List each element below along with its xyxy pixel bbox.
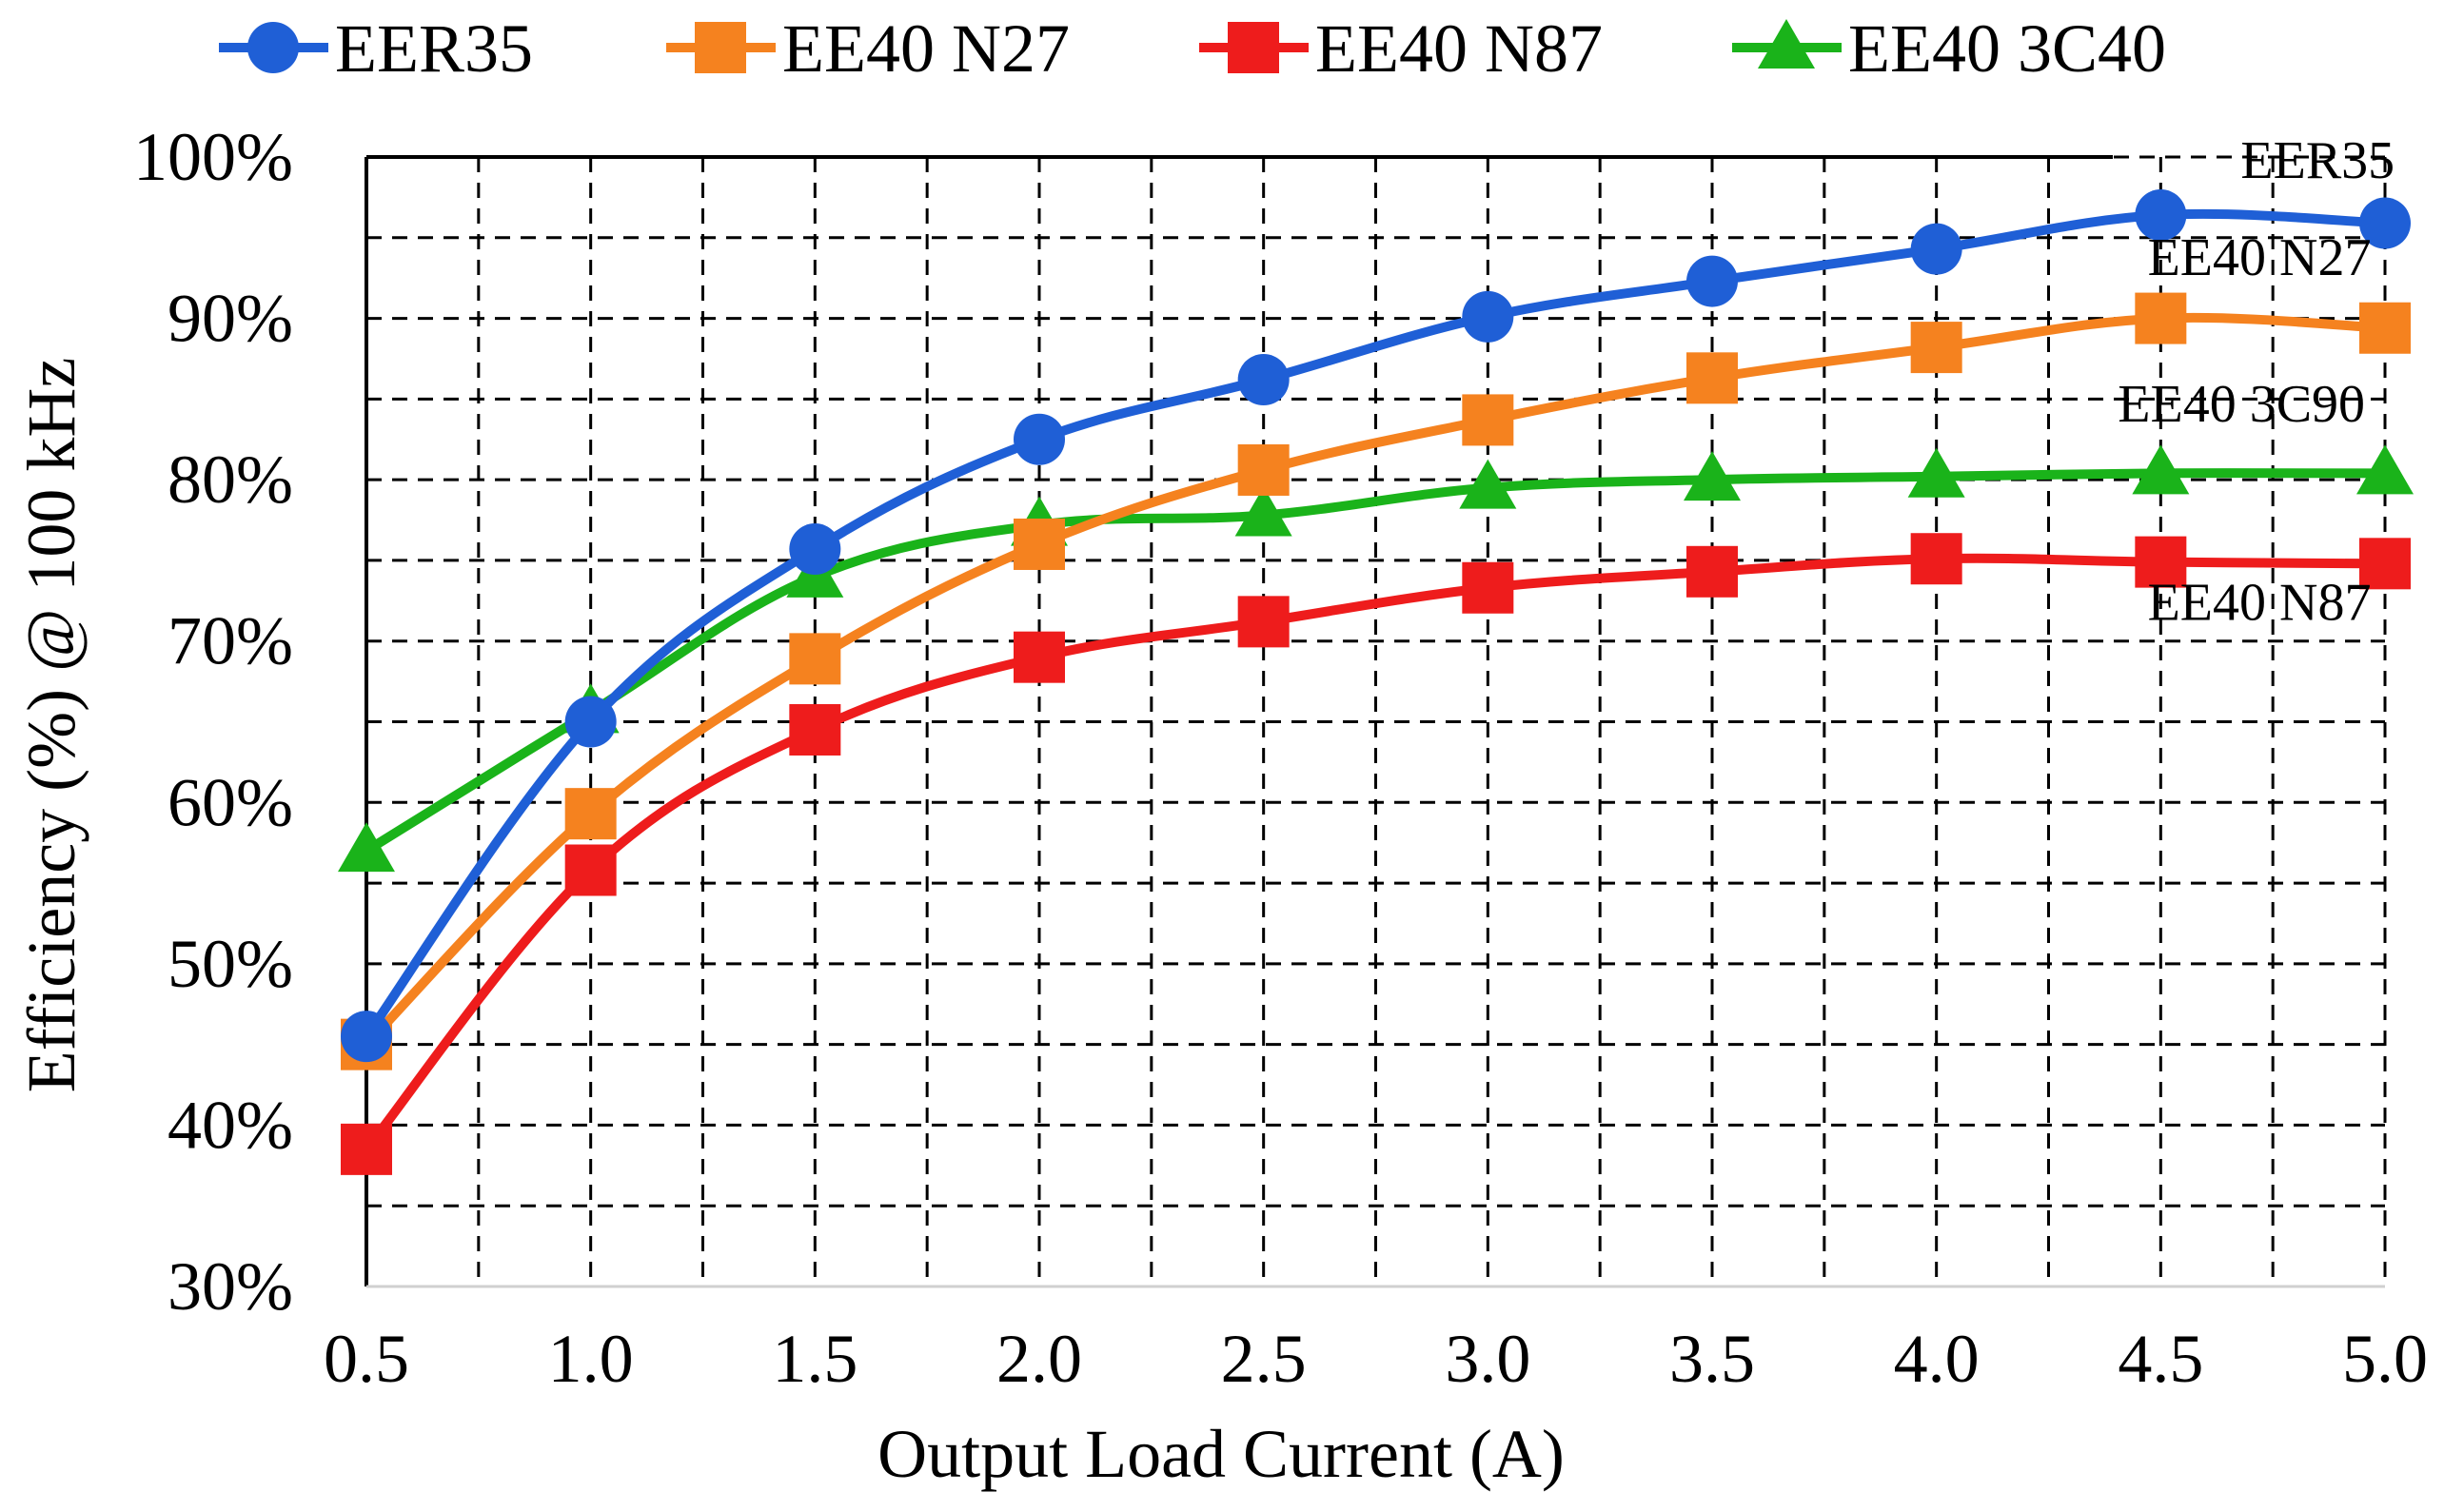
legend-label: EE40 3C40 (1848, 10, 2166, 87)
legend-item: EER35 (219, 10, 533, 87)
data-point (2135, 536, 2187, 588)
data-point (1014, 413, 1065, 465)
legend: EER35 EE40 N27 EE40 N87 EE40 3C40 (219, 10, 2166, 87)
data-point (341, 1011, 392, 1063)
legend-label: EE40 N87 (1315, 10, 1603, 87)
y-tick-label: 60% (168, 764, 293, 840)
x-axis-title: Output Load Current (A) (877, 1416, 1565, 1492)
series-annotation: EE40 3C90 (2118, 375, 2365, 434)
series-line (362, 208, 2390, 1042)
data-point (1462, 561, 1514, 614)
data-point (1686, 352, 1738, 404)
data-point (2135, 292, 2187, 344)
data-point (1910, 533, 1962, 585)
data-point (1237, 443, 1290, 496)
x-tick-label: 1.5 (772, 1321, 857, 1397)
series-line (362, 468, 2390, 856)
y-tick-label: 100% (133, 119, 293, 195)
data-point (1014, 631, 1065, 683)
x-tick-label: 4.0 (1894, 1321, 1980, 1397)
data-point (564, 696, 617, 748)
series-line (362, 312, 2390, 1050)
series-line (362, 553, 2390, 1154)
data-point (2132, 444, 2190, 495)
data-point (2359, 302, 2411, 354)
data-point (1907, 447, 1965, 498)
data-point (2359, 197, 2411, 249)
data-point (2356, 444, 2414, 495)
data-point (1459, 459, 1517, 509)
data-point (1462, 394, 1514, 446)
series-ee40-n27 (341, 292, 2411, 1070)
x-tick-label: 1.0 (548, 1321, 634, 1397)
data-point (1237, 354, 1290, 406)
y-tick-label: 80% (168, 442, 293, 518)
legend-marker (1758, 19, 1815, 69)
y-axis-title: Efficiency (%) @ 100 kHz (13, 358, 89, 1093)
x-tick-label: 3.0 (1445, 1321, 1530, 1397)
x-tick-label: 3.5 (1669, 1321, 1755, 1397)
data-point (2135, 189, 2187, 242)
legend-marker (695, 22, 746, 73)
x-tick-label: 2.0 (996, 1321, 1082, 1397)
data-point (1014, 518, 1065, 570)
x-tick-label: 4.5 (2118, 1321, 2203, 1397)
data-point (1910, 223, 1962, 275)
legend-item: EE40 3C40 (1732, 10, 2166, 87)
data-point (1462, 290, 1514, 343)
tick-labels: 30% 40% 50% 60% 70% 80% 90% 100% 0.5 1.0 1.5 2.0 2.5… (133, 119, 2428, 1397)
legend-marker (1228, 22, 1279, 73)
legend-label: EE40 N27 (782, 10, 1070, 87)
legend-marker (247, 22, 299, 73)
axes (365, 155, 2385, 1288)
series-annotation: EE40 N87 (2148, 574, 2372, 633)
data-point (1684, 451, 1741, 501)
data-point (564, 844, 617, 896)
data-point (789, 703, 841, 756)
series-lines (338, 189, 2414, 1175)
data-point (338, 822, 395, 873)
data-point (341, 1123, 392, 1175)
legend-item: EE40 N27 (666, 10, 1070, 87)
series-ee40-n87 (341, 533, 2411, 1175)
legend-label: EER35 (335, 10, 533, 87)
series-annotations: EER35 EE40 N27 EE40 3C90 EE40 N87 (2118, 131, 2395, 633)
y-tick-label: 90% (168, 281, 293, 357)
series-annotation: EE40 N27 (2148, 228, 2372, 287)
data-point (789, 633, 841, 685)
data-point (1686, 255, 1738, 307)
data-point (1237, 596, 1290, 648)
data-point (2359, 538, 2411, 590)
data-point (1910, 322, 1962, 374)
y-tick-label: 70% (168, 603, 293, 679)
legend-item: EE40 N87 (1199, 10, 1603, 87)
data-point (564, 788, 617, 840)
data-point (1234, 486, 1292, 537)
y-tick-label: 50% (168, 926, 293, 1002)
y-tick-label: 30% (168, 1248, 293, 1325)
series-annotation: EER35 (2240, 131, 2395, 190)
x-tick-label: 2.5 (1221, 1321, 1307, 1397)
x-tick-label: 0.5 (324, 1321, 409, 1397)
y-tick-label: 40% (168, 1087, 293, 1163)
series-eer35 (341, 189, 2411, 1063)
x-tick-label: 5.0 (2342, 1321, 2428, 1397)
data-point (1686, 545, 1738, 598)
data-point (789, 523, 841, 576)
